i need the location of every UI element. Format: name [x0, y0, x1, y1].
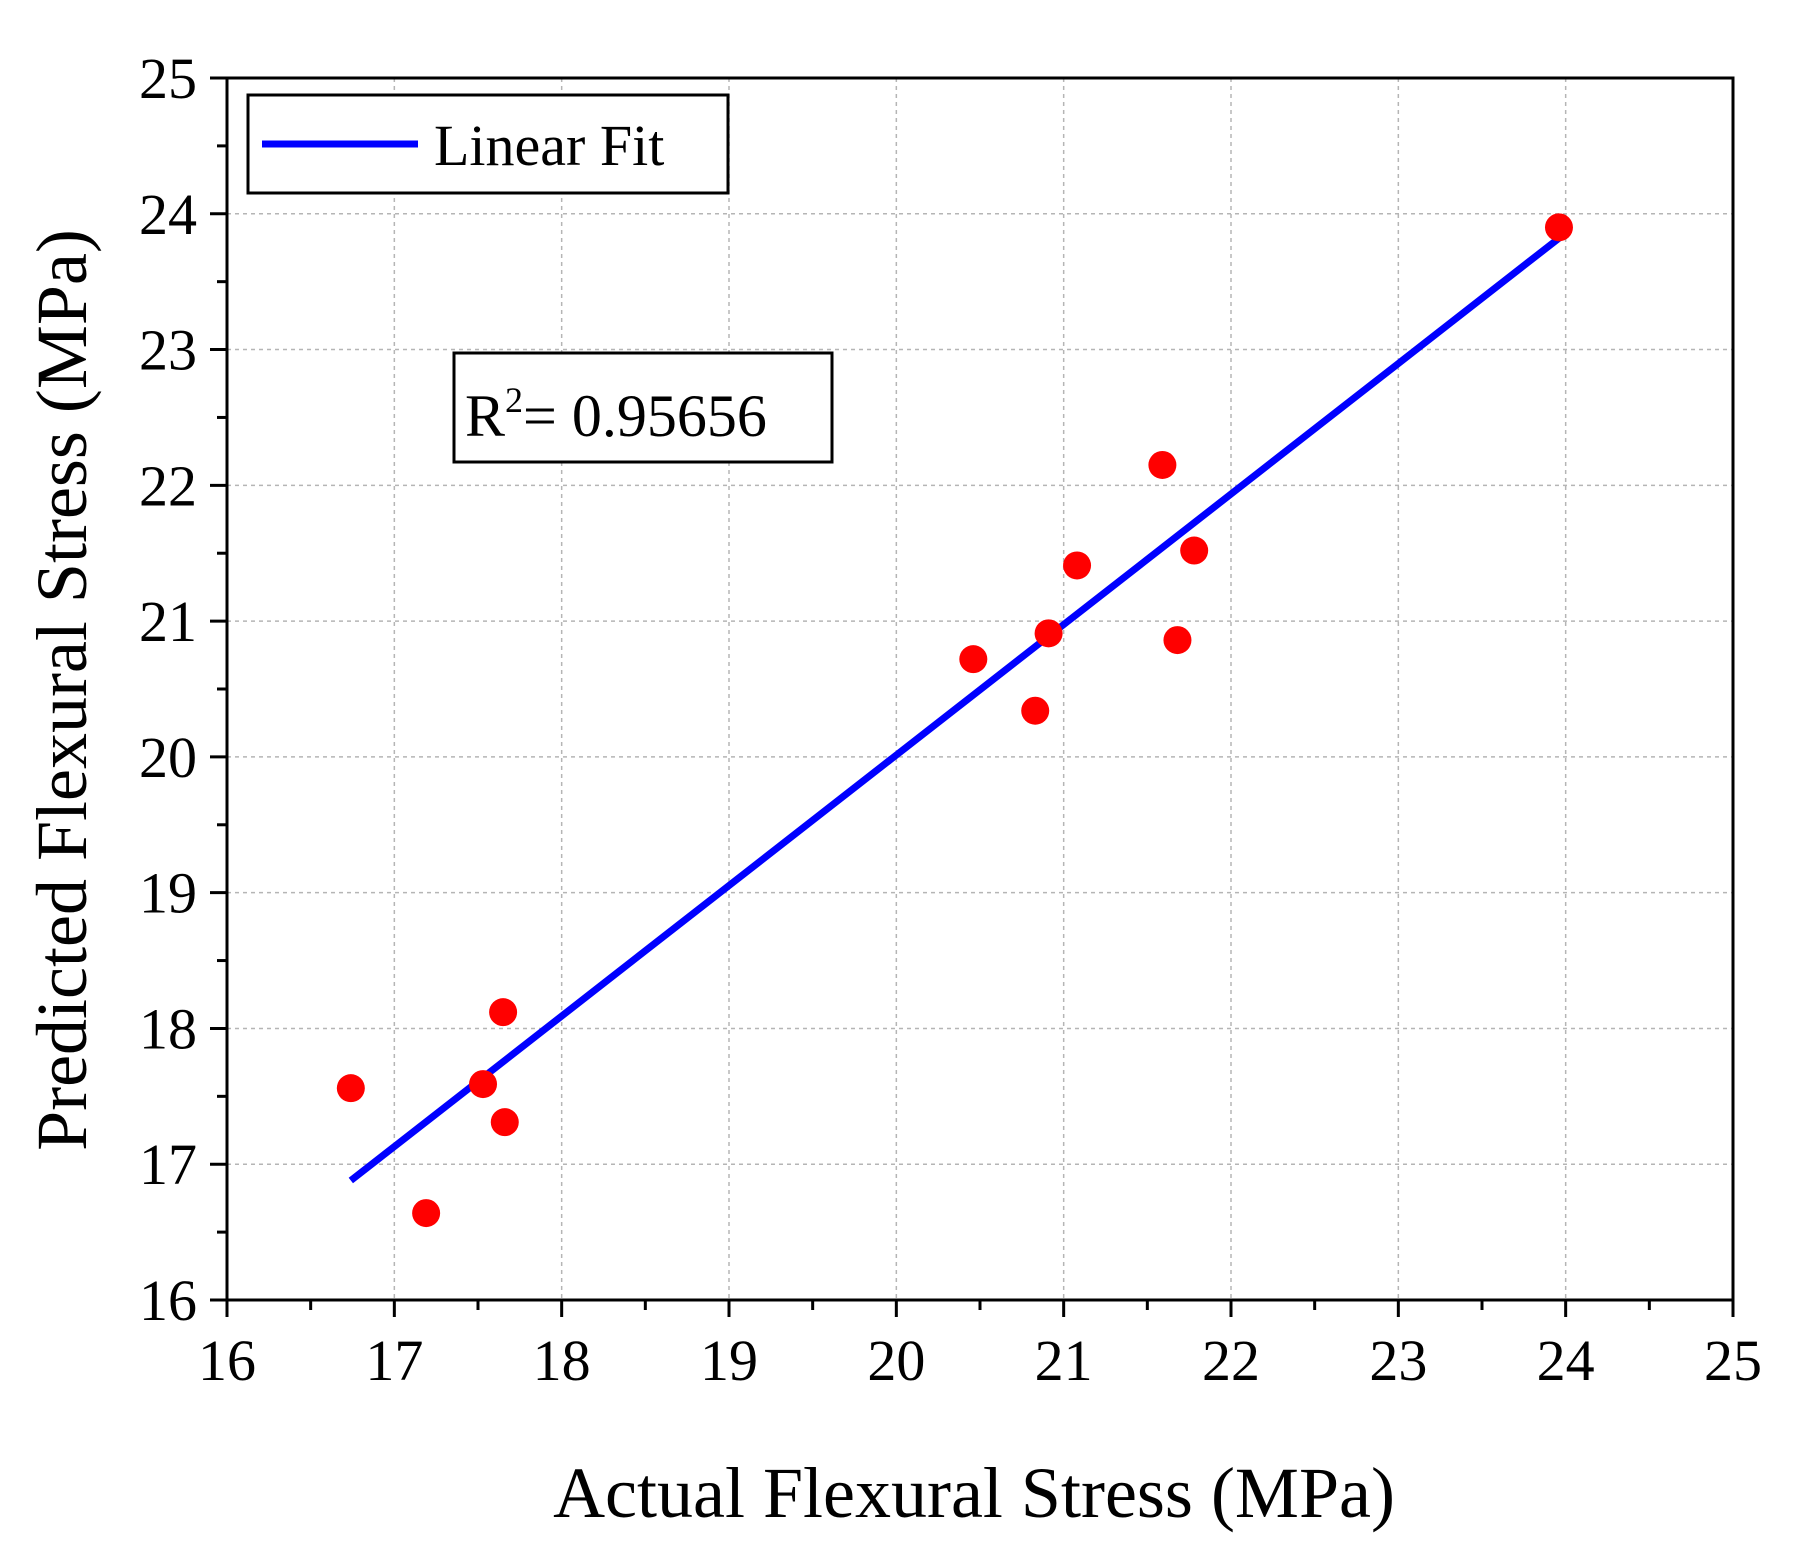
plot-frame	[225, 76, 1735, 1302]
y-tick-label: 25	[139, 46, 197, 111]
x-tick-label: 23	[1369, 1328, 1427, 1393]
y-tick-label: 21	[139, 589, 197, 654]
y-tick-label: 19	[139, 861, 197, 926]
data-point	[959, 645, 988, 674]
r-squared-box	[452, 351, 834, 464]
legend: Linear Fit	[246, 93, 730, 195]
x-tick-label: 24	[1537, 1328, 1595, 1393]
grid-lines	[227, 78, 1733, 1300]
r-squared-annotation: R2= 0.95656	[452, 351, 834, 464]
r-squared-prefix: R	[465, 383, 505, 449]
linear-fit-line	[348, 235, 1562, 1184]
x-tick-label: 20	[867, 1328, 925, 1393]
x-tick-label: 16	[198, 1328, 256, 1393]
x-tick-label: 17	[365, 1328, 423, 1393]
data-point	[469, 1070, 498, 1099]
y-tick-label: 16	[139, 1268, 197, 1333]
y-tick-label: 22	[139, 453, 197, 518]
data-point	[1180, 536, 1209, 565]
data-point	[1148, 450, 1177, 479]
fit-line-layer	[348, 235, 1562, 1184]
r-squared-superscript: 2	[505, 380, 523, 420]
y-tick-label: 17	[139, 1132, 197, 1197]
x-tick-labels: 16 17 18 19 20 21 22 23 24 25	[198, 1328, 1762, 1393]
data-point	[1063, 551, 1092, 580]
data-points	[336, 213, 1573, 1228]
y-tick-label: 18	[139, 996, 197, 1061]
legend-label: Linear Fit	[434, 113, 664, 178]
y-axis-title: Predicted Flexural Stress (MPa)	[22, 229, 102, 1151]
data-point	[489, 998, 518, 1027]
data-point	[1034, 619, 1063, 648]
x-tick-label: 19	[700, 1328, 758, 1393]
x-tick-label: 21	[1035, 1328, 1093, 1393]
x-tick-label: 25	[1704, 1328, 1762, 1393]
y-tick-label: 23	[139, 318, 197, 383]
r-squared-text: R2= 0.95656	[465, 380, 767, 449]
y-tick-label: 20	[139, 725, 197, 790]
data-point	[1021, 696, 1050, 725]
data-point	[336, 1074, 365, 1103]
y-tick-labels: 16 17 18 19 20 21 22 23 24 25	[139, 46, 197, 1333]
major-ticks	[210, 76, 1735, 1317]
minor-ticks	[217, 144, 1651, 1310]
r-squared-value: = 0.95656	[523, 383, 767, 449]
data-point	[412, 1199, 441, 1228]
x-axis-title: Actual Flexural Stress (MPa)	[553, 1453, 1395, 1533]
y-tick-label: 24	[139, 182, 197, 247]
data-point	[1544, 213, 1573, 242]
x-tick-label: 22	[1202, 1328, 1260, 1393]
x-tick-label: 18	[533, 1328, 591, 1393]
data-point	[1163, 626, 1192, 655]
data-point	[490, 1108, 519, 1137]
